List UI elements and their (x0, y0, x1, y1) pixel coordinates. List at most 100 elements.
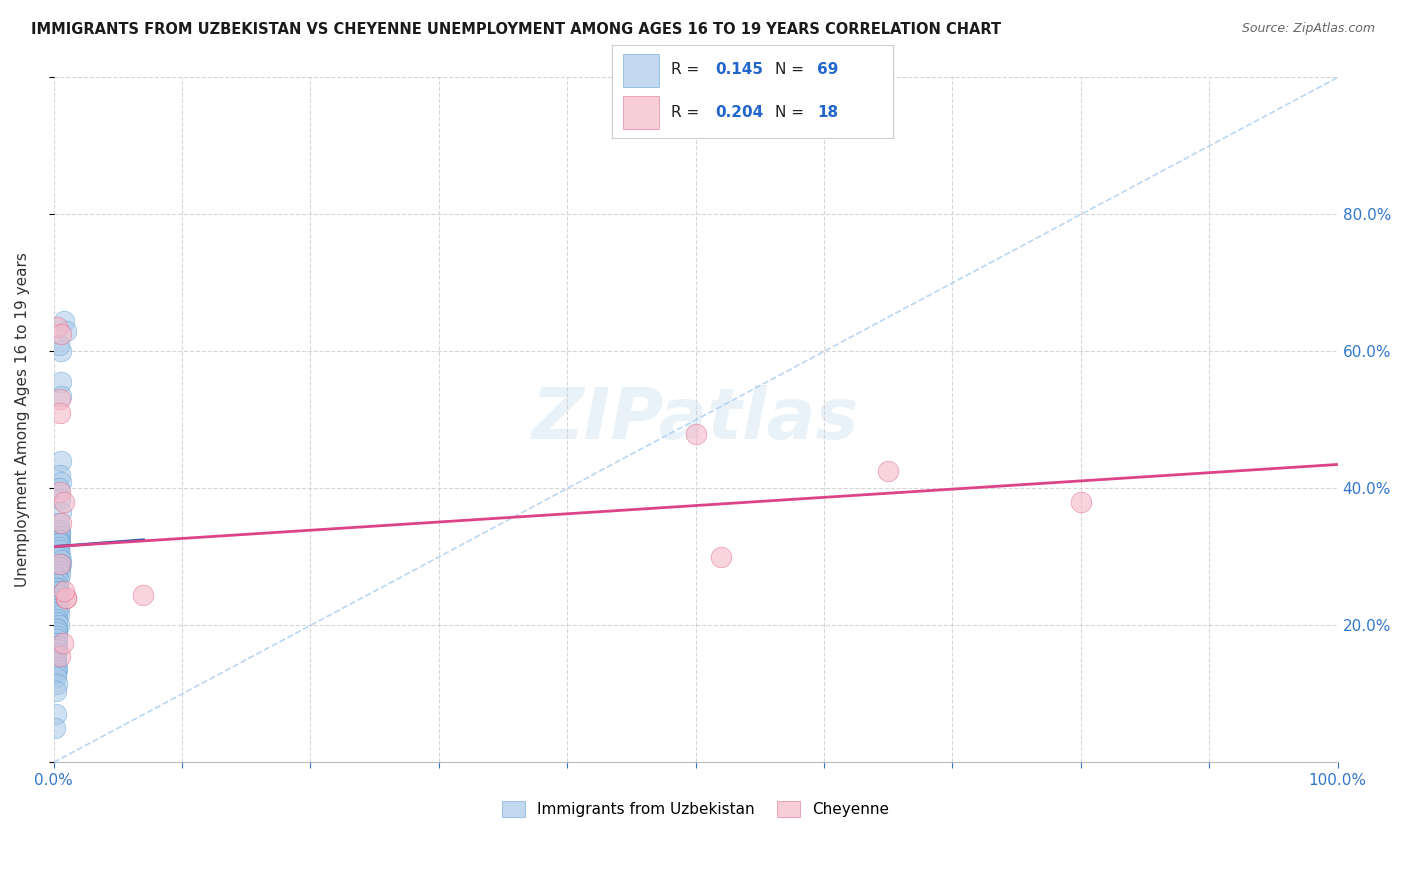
Point (46, 625, 69, 640)
Point (45, 666, 67, 681)
Point (46, 629, 69, 643)
Text: R =: R = (671, 62, 704, 78)
Point (49, 467, 72, 482)
Point (46, 622, 69, 636)
Point (46, 615, 69, 629)
Point (48, 618, 70, 632)
Point (48, 588, 70, 602)
Point (51, 327, 73, 342)
Point (49, 529, 72, 543)
Point (49, 484, 72, 499)
Point (46, 320, 69, 334)
Point (48, 337, 70, 351)
Point (52, 584, 75, 599)
Point (46, 598, 69, 612)
Point (48, 594, 70, 608)
Text: 69: 69 (817, 62, 838, 78)
Point (48, 482, 70, 496)
Point (48, 549, 70, 564)
Point (685, 426, 707, 441)
Point (45, 649, 67, 664)
Point (49, 392, 72, 407)
Point (52, 495, 75, 509)
Text: R =: R = (671, 105, 704, 120)
Point (51, 505, 73, 519)
Point (51, 557, 73, 571)
Text: Source: ZipAtlas.com: Source: ZipAtlas.com (1241, 22, 1375, 36)
Point (55, 591, 77, 605)
Text: N =: N = (775, 105, 808, 120)
Point (49, 533, 72, 547)
Point (46, 639, 69, 653)
Point (46, 663, 69, 677)
Y-axis label: Unemployment Among Ages 16 to 19 years: Unemployment Among Ages 16 to 19 years (15, 252, 30, 587)
Point (877, 464, 900, 478)
Legend: Immigrants from Uzbekistan, Cheyenne: Immigrants from Uzbekistan, Cheyenne (495, 795, 896, 823)
Point (51, 389, 73, 403)
Text: 0.204: 0.204 (716, 105, 763, 120)
Point (49, 525, 72, 540)
Point (49, 567, 72, 582)
Point (45, 683, 67, 698)
Point (46, 632, 69, 647)
Point (51, 475, 73, 489)
Point (48, 601, 70, 615)
Point (45, 707, 67, 722)
Point (46, 570, 69, 584)
Point (49, 557, 72, 571)
Point (55, 324, 77, 338)
Point (55, 591, 77, 605)
Point (48, 608, 70, 623)
Point (45, 670, 67, 684)
Text: ZIPatlas: ZIPatlas (531, 385, 859, 454)
Point (52, 635, 75, 649)
Point (49, 536, 72, 550)
Point (46, 605, 69, 619)
Point (710, 549, 733, 564)
Point (46, 591, 69, 605)
Point (48, 540, 70, 554)
Point (51, 516, 73, 530)
Point (46, 594, 69, 608)
Point (49, 649, 72, 664)
Point (49, 406, 72, 420)
Point (45, 635, 67, 649)
Point (48, 533, 70, 547)
Point (51, 553, 73, 567)
Point (1070, 495, 1092, 509)
Text: 0.145: 0.145 (716, 62, 763, 78)
Point (46, 577, 69, 591)
Point (52, 313, 75, 327)
Point (46, 642, 69, 657)
Point (49, 491, 72, 506)
Point (48, 584, 70, 599)
Point (46, 622, 69, 636)
Point (46, 581, 69, 595)
Point (45, 656, 67, 670)
Point (46, 581, 69, 595)
Point (48, 560, 70, 574)
Point (48, 516, 70, 530)
FancyBboxPatch shape (623, 54, 659, 87)
Point (51, 454, 73, 468)
Point (49, 523, 72, 537)
Point (46, 659, 69, 673)
Point (132, 588, 155, 602)
Point (45, 646, 67, 660)
Text: N =: N = (775, 62, 808, 78)
Point (44, 721, 66, 735)
Point (45, 584, 67, 599)
Point (46, 611, 69, 625)
Text: IMMIGRANTS FROM UZBEKISTAN VS CHEYENNE UNEMPLOYMENT AMONG AGES 16 TO 19 YEARS CO: IMMIGRANTS FROM UZBEKISTAN VS CHEYENNE U… (31, 22, 1001, 37)
Point (48, 536, 70, 550)
Point (51, 344, 73, 359)
Point (46, 676, 69, 690)
Point (45, 653, 67, 667)
Point (48, 564, 70, 578)
Point (48, 543, 70, 558)
Point (49, 560, 72, 574)
Text: 18: 18 (817, 105, 838, 120)
Point (48, 574, 70, 588)
Point (46, 605, 69, 619)
Point (51, 376, 73, 390)
